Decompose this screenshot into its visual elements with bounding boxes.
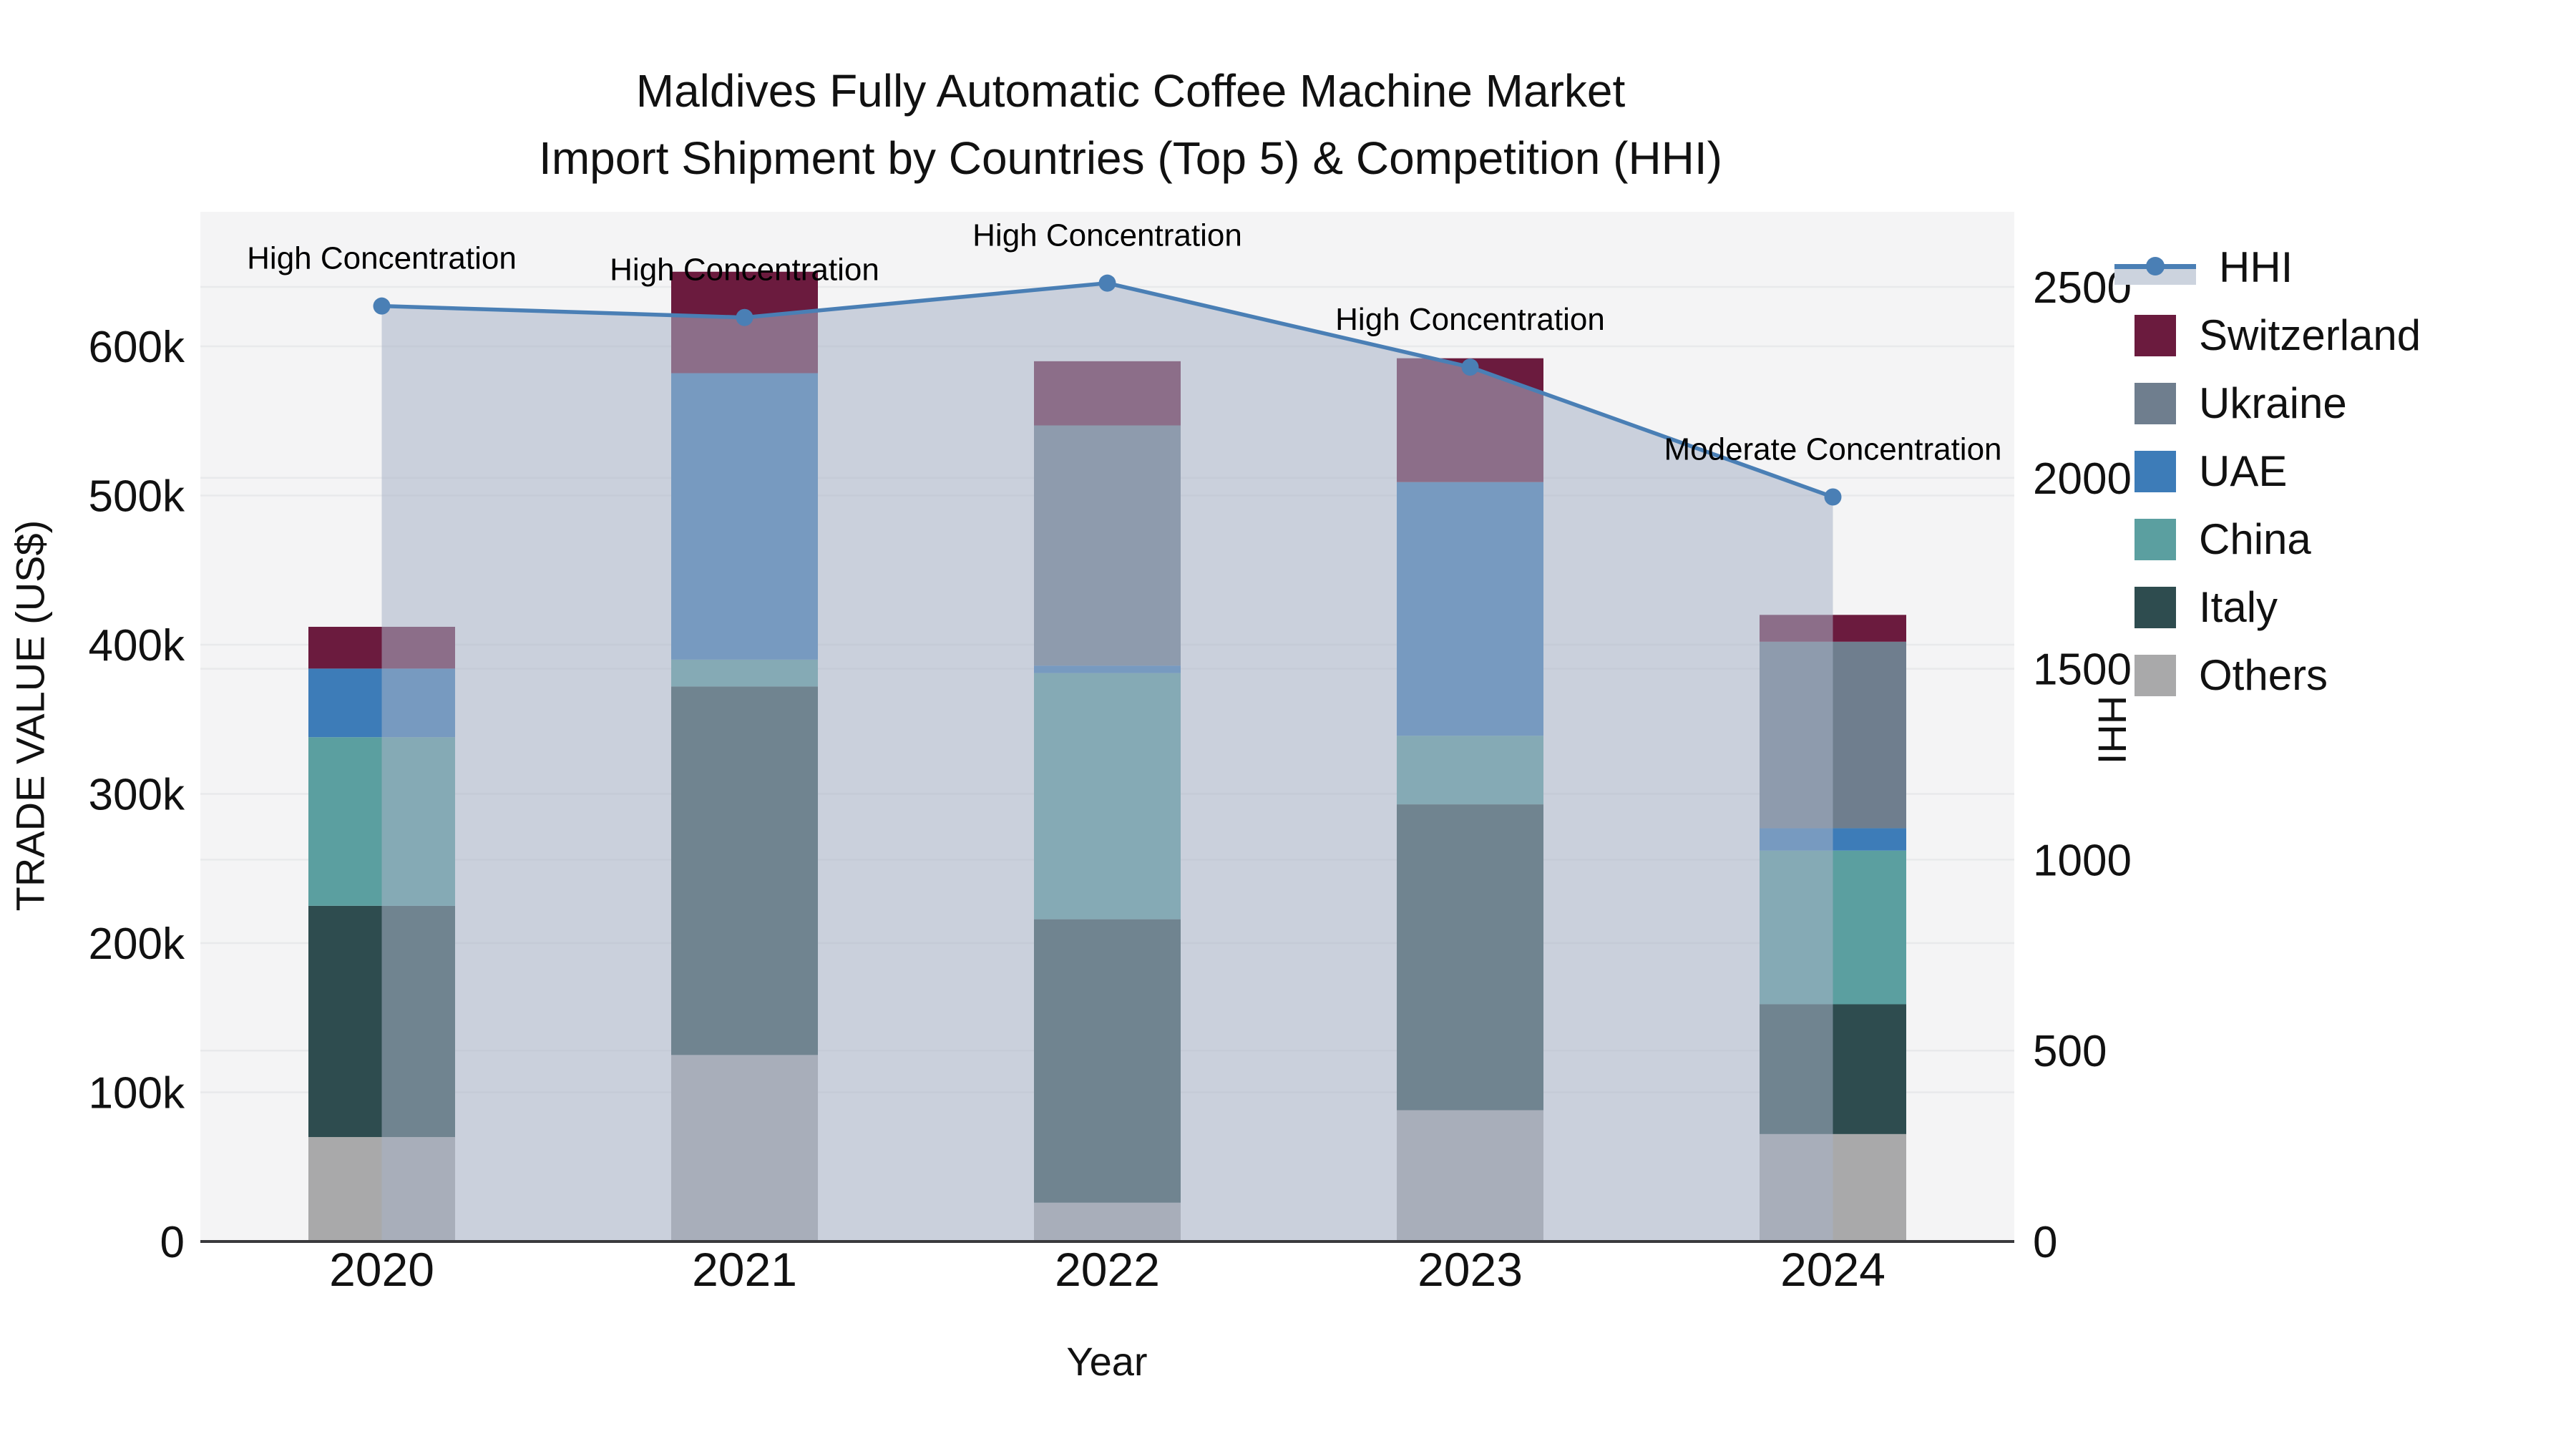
legend-label-uae: UAE (2199, 447, 2288, 495)
legend-line-marker (2146, 256, 2165, 275)
annotation-2023: High Concentration (1335, 302, 1605, 337)
y-right-tick-0: 0 (2033, 1218, 2057, 1267)
legend-line-sample-icon (2114, 246, 2196, 289)
legend-swatch-china (2135, 518, 2176, 560)
legend-label-switzerland: Switzerland (2199, 311, 2421, 359)
hhi-marker-2022 (1098, 274, 1116, 292)
y-right-tick-2000: 2000 (2033, 454, 2132, 504)
legend-swatch-switzerland (2135, 314, 2176, 356)
legend-item-switzerland: Switzerland (2114, 301, 2421, 369)
legend-item-italy: Italy (2114, 573, 2421, 641)
legend-swatch-ukraine (2135, 382, 2176, 424)
annotation-2022: High Concentration (972, 218, 1242, 253)
y-left-tick-500k: 500k (89, 472, 185, 522)
hhi-marker-2023 (1461, 358, 1479, 376)
chart-title-line2: Import Shipment by Countries (Top 5) & C… (539, 132, 1722, 184)
y-right-tick-1500: 1500 (2033, 645, 2132, 695)
legend-item-hhi: HHI (2114, 233, 2421, 301)
legend-label-others: Others (2199, 651, 2328, 699)
legend-item-ukraine: Ukraine (2114, 369, 2421, 437)
legend-label-china: China (2199, 515, 2311, 563)
y-axis-left-label: TRADE VALUE (US$) (7, 519, 53, 912)
y-right-tick-1000: 1000 (2033, 836, 2132, 885)
legend-swatch-uae (2135, 450, 2176, 492)
x-tick-2020: 2020 (329, 1243, 434, 1296)
x-tick-2023: 2023 (1418, 1243, 1523, 1296)
legend-swatch-italy (2135, 586, 2176, 628)
x-tick-2021: 2021 (692, 1243, 797, 1296)
hhi-marker-2020 (373, 297, 391, 315)
y-left-tick-100k: 100k (89, 1069, 185, 1118)
x-tick-2022: 2022 (1055, 1243, 1160, 1296)
annotation-2024: Moderate Concentration (1664, 431, 2001, 467)
legend-item-uae: UAE (2114, 437, 2421, 505)
annotation-2021: High Concentration (610, 253, 879, 288)
y-right-tick-500: 500 (2033, 1027, 2107, 1076)
annotation-2020: High Concentration (247, 241, 517, 276)
hhi-area-fill (381, 283, 1833, 1241)
y-left-tick-0: 0 (160, 1218, 185, 1267)
x-tick-2024: 2024 (1780, 1243, 1885, 1296)
chart-title-line1: Maldives Fully Automatic Coffee Machine … (635, 65, 1626, 117)
hhi-marker-2021 (736, 308, 753, 326)
legend-label-hhi: HHI (2219, 243, 2293, 291)
legend: HHI Switzerland Ukraine UAE China Italy Others (2114, 233, 2421, 709)
legend-label-ukraine: Ukraine (2199, 379, 2347, 427)
y-left-tick-300k: 300k (89, 771, 185, 820)
x-axis-label: Year (1066, 1339, 1148, 1384)
legend-item-china: China (2114, 505, 2421, 573)
chart-title: Maldives Fully Automatic Coffee Machine … (43, 57, 2218, 192)
y-left-tick-400k: 400k (89, 621, 185, 670)
y-left-tick-600k: 600k (89, 323, 185, 372)
legend-swatch-others (2135, 654, 2176, 696)
hhi-marker-2024 (1824, 488, 1842, 506)
legend-label-italy: Italy (2199, 583, 2278, 631)
legend-item-others: Others (2114, 641, 2421, 709)
y-left-tick-200k: 200k (89, 919, 185, 969)
